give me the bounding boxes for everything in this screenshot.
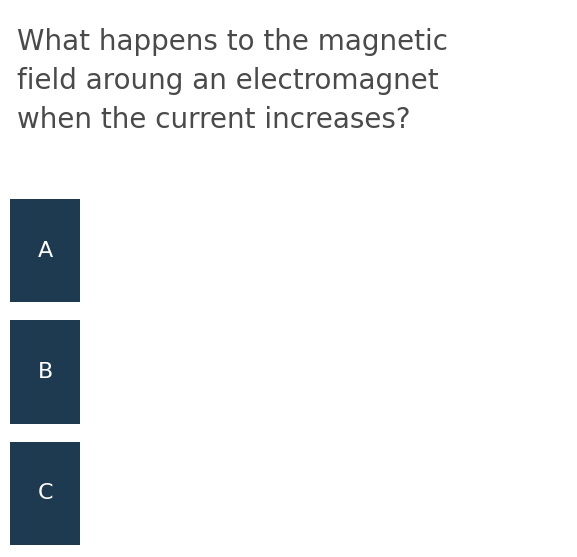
Text: A: A	[38, 241, 53, 261]
Bar	[10, 442, 80, 545]
Text: The magnetic field strength increases: The magnetic field strength increases	[94, 483, 489, 504]
Text: B: B	[38, 362, 53, 382]
Text: C: C	[38, 483, 53, 504]
Text: What happens to the magnetic
field aroung an electromagnet
when the current incr: What happens to the magnetic field aroun…	[17, 28, 448, 134]
Text: The magnetic field
strength decreases: The magnetic field strength decreases	[94, 349, 294, 395]
Bar	[10, 320, 80, 424]
Bar	[10, 199, 80, 302]
Text: Nothing: Nothing	[94, 241, 176, 261]
